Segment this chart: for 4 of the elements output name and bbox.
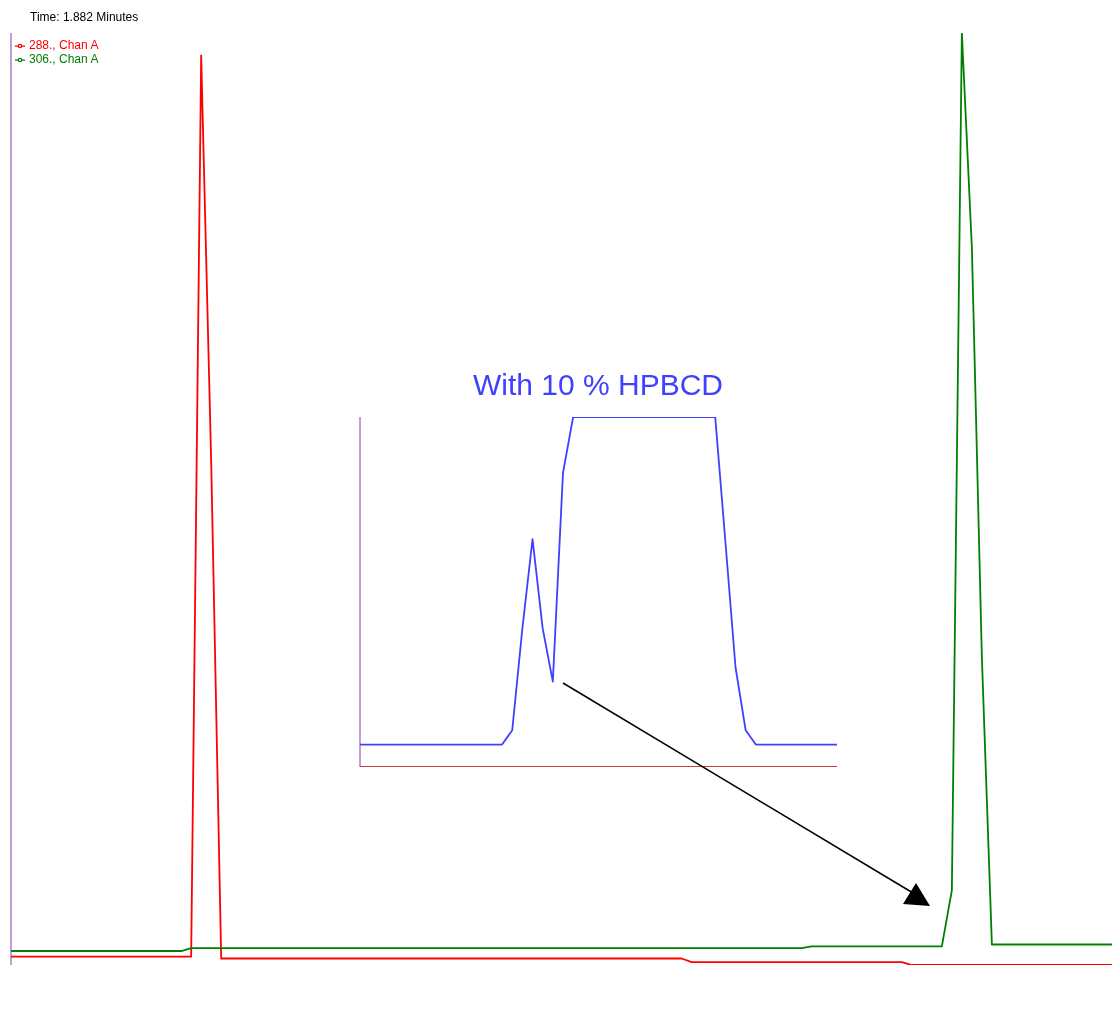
legend-label: 306., Chan A [29, 52, 99, 66]
text: Time: 1.882 Minutes [30, 10, 139, 24]
legend-label: 288., Chan A [29, 38, 99, 52]
chart-title: With 10 % HPBCD [471, 368, 725, 403]
